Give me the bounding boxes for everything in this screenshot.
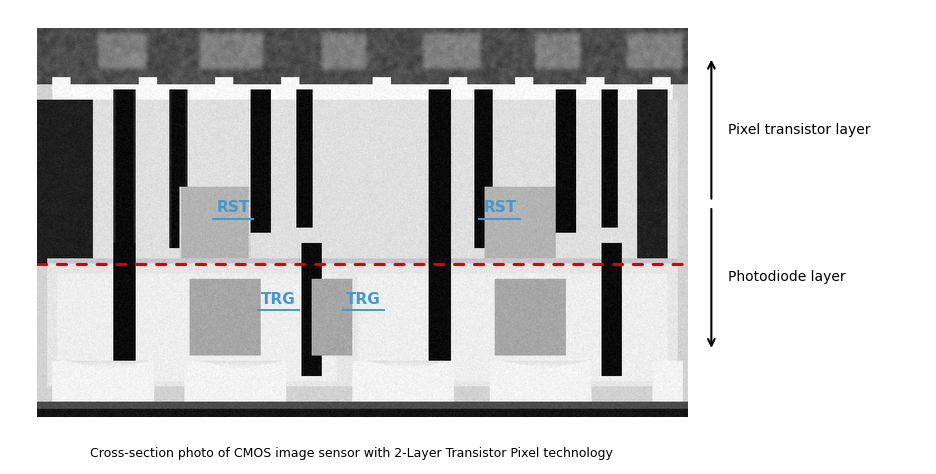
Text: TRG: TRG <box>345 292 381 307</box>
Text: TRG: TRG <box>261 292 296 307</box>
Text: RST: RST <box>216 200 250 215</box>
Text: RST: RST <box>483 200 517 215</box>
Text: Photodiode layer: Photodiode layer <box>728 270 846 284</box>
Text: Pixel transistor layer: Pixel transistor layer <box>728 123 870 137</box>
Text: Cross-section photo of CMOS image sensor with 2-Layer Transistor Pixel technolog: Cross-section photo of CMOS image sensor… <box>90 447 612 460</box>
